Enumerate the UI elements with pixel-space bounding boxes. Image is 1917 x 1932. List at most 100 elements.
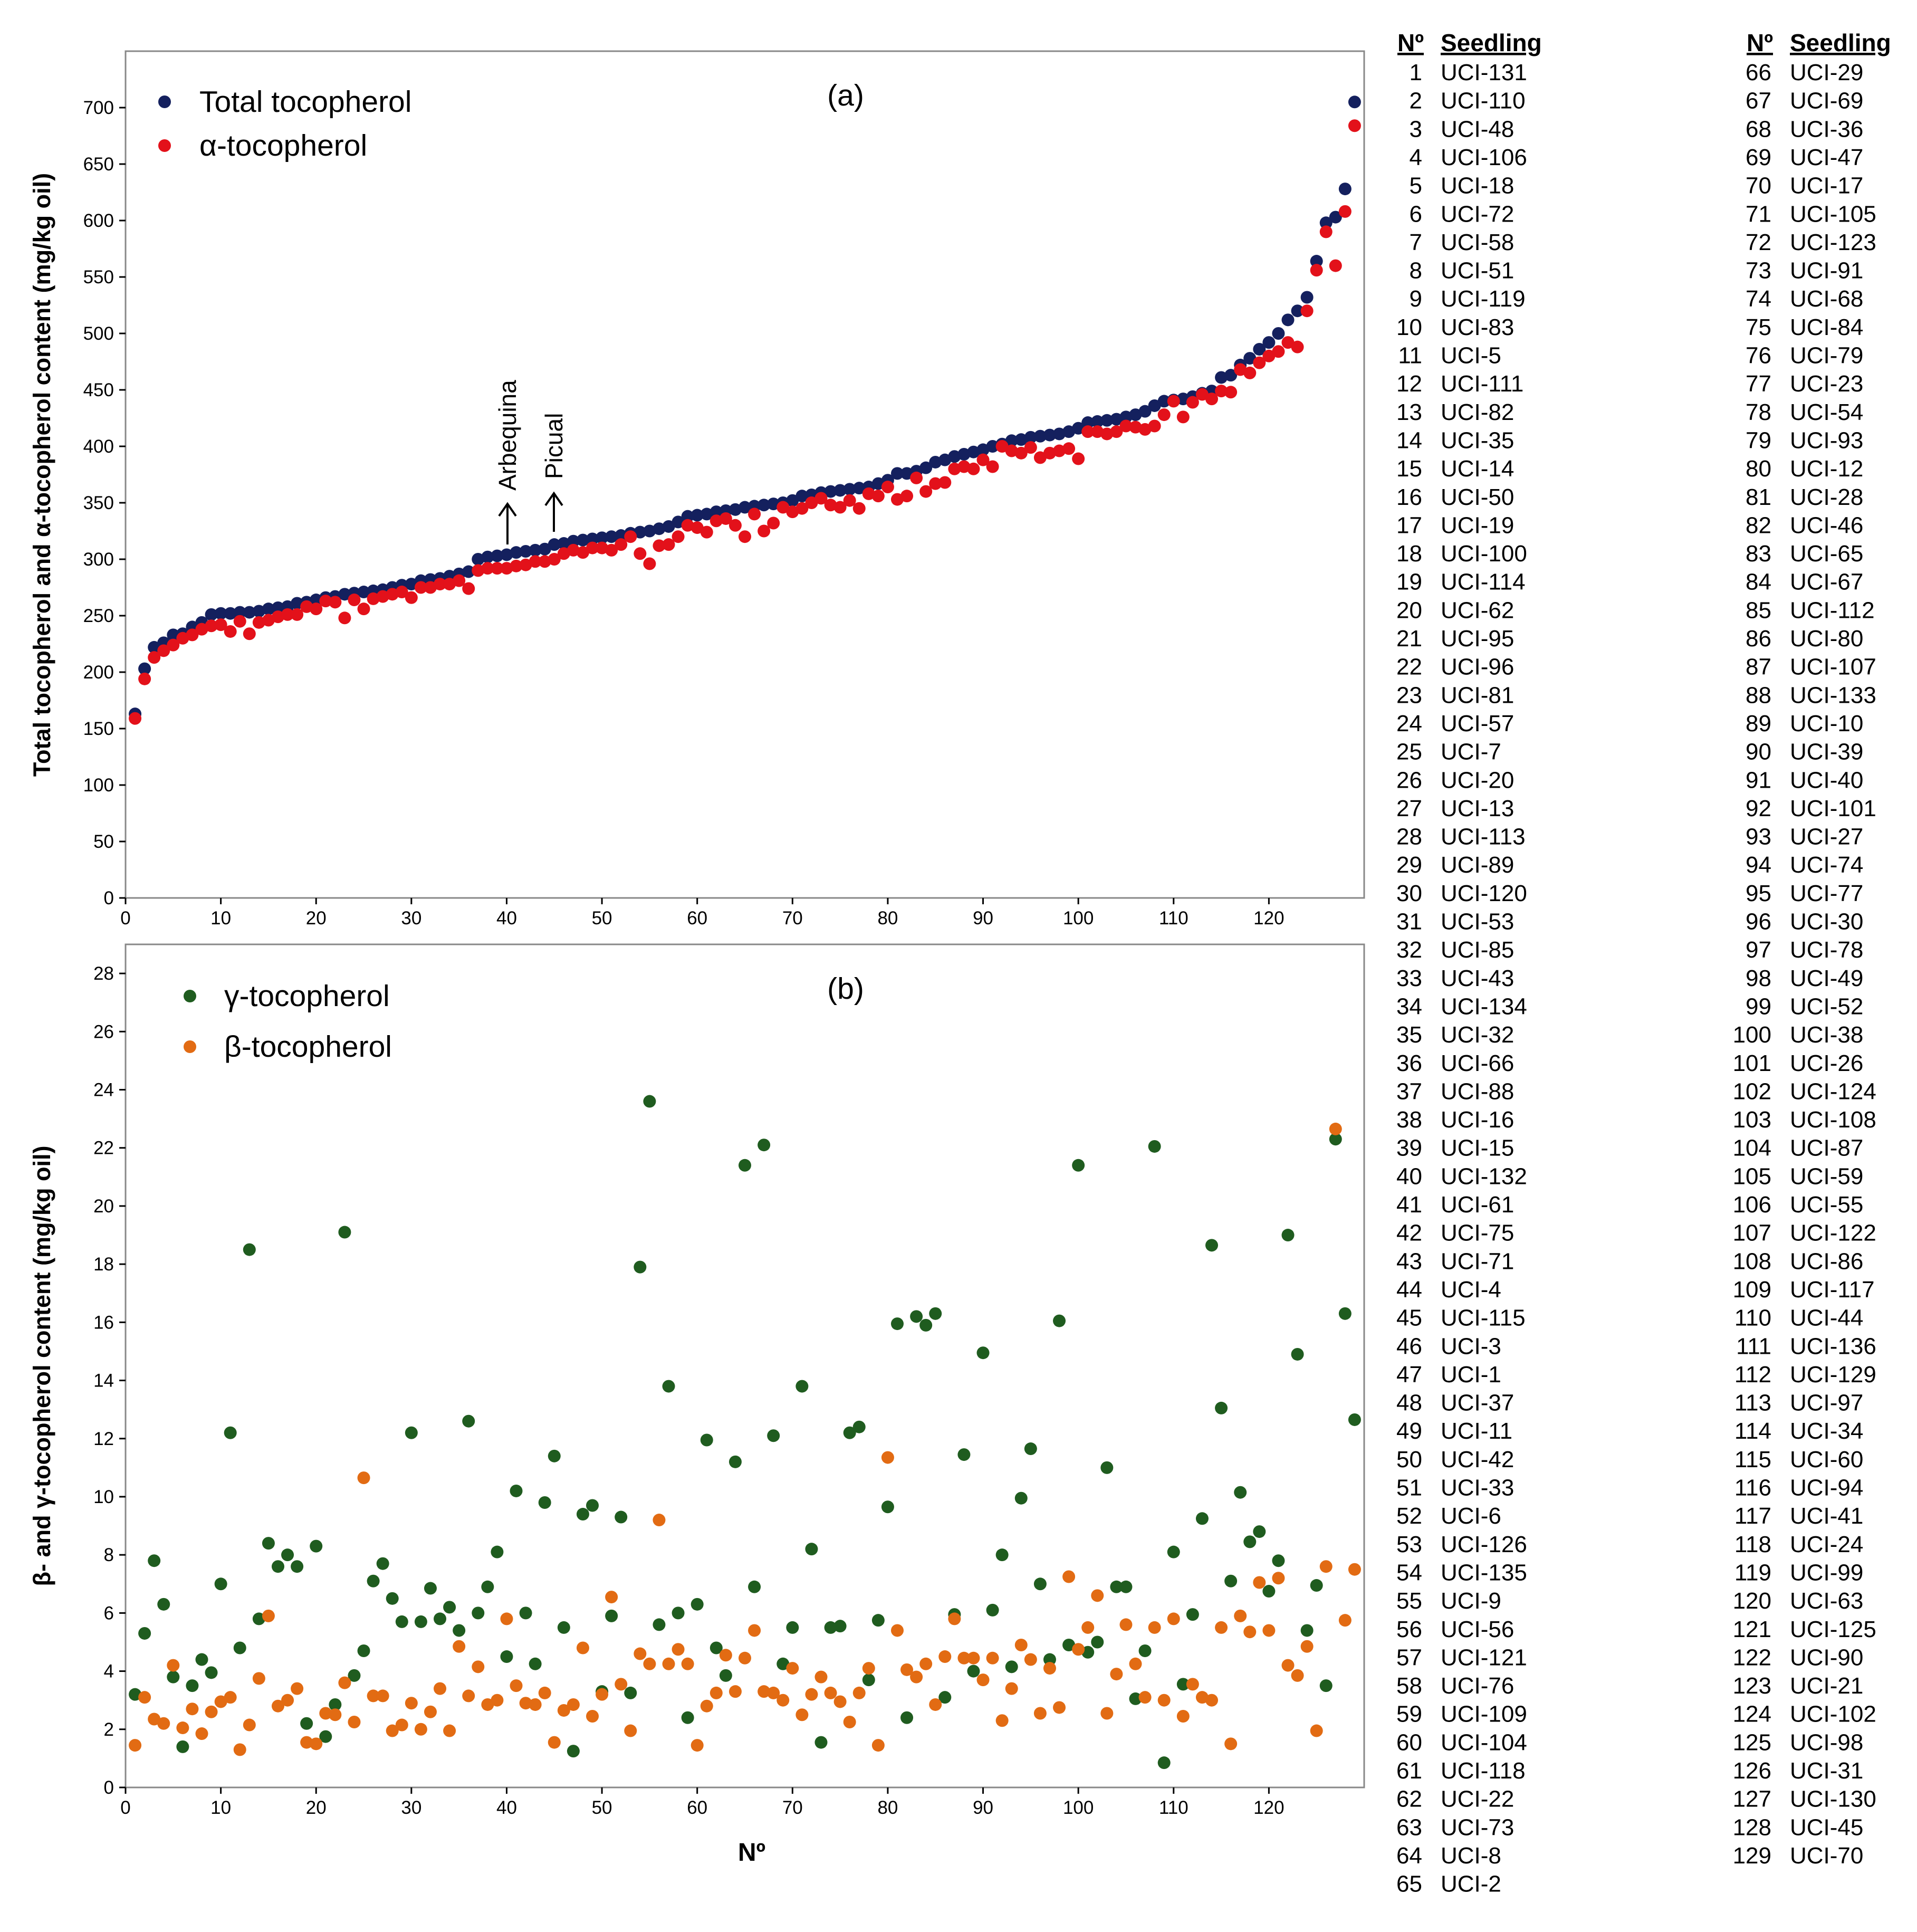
table-row-number: 118 <box>1734 1532 1771 1557</box>
point-tocopherol <box>310 1737 323 1751</box>
point-tocopherol <box>472 1660 485 1673</box>
point-tocopherol <box>243 1243 256 1256</box>
table-row-number: 74 <box>1746 286 1771 312</box>
point-tocopherol <box>329 596 342 609</box>
panel-b-label: (b) <box>827 972 864 1006</box>
point-tocopherol <box>900 490 914 503</box>
table-row-number: 111 <box>1736 1333 1771 1359</box>
point-total-tocopherol <box>1014 433 1028 446</box>
point-tocopherol <box>890 1624 904 1637</box>
x-tick-label: 60 <box>687 1797 707 1818</box>
table-row-seedling: UCI-79 <box>1790 343 1863 369</box>
point-tocopherol <box>1043 1662 1056 1675</box>
point-tocopherol <box>662 1657 675 1670</box>
y-tick-label: 50 <box>93 831 114 852</box>
point-tocopherol <box>1234 1609 1247 1622</box>
point-total-tocopherol <box>1348 95 1361 109</box>
table-row-seedling: UCI-118 <box>1441 1758 1526 1784</box>
point-tocopherol <box>1148 419 1161 433</box>
point-total-tocopherol <box>138 662 151 675</box>
y-tick-label: 100 <box>83 775 114 796</box>
point-tocopherol <box>681 1711 694 1724</box>
point-tocopherol <box>938 1650 952 1663</box>
point-tocopherol <box>653 1514 666 1527</box>
point-tocopherol <box>681 519 694 532</box>
table-row-number: 23 <box>1396 682 1422 708</box>
point-total-tocopherol <box>596 531 609 544</box>
table-row-number: 17 <box>1396 512 1422 538</box>
point-tocopherol <box>443 1724 456 1737</box>
point-total-tocopherol <box>586 532 599 546</box>
table-row-number: 40 <box>1396 1163 1422 1189</box>
point-total-tocopherol <box>672 515 685 529</box>
point-tocopherol <box>1205 393 1219 406</box>
point-tocopherol <box>348 594 361 607</box>
point-tocopherol <box>986 1603 999 1617</box>
point-total-tocopherol <box>1262 336 1276 349</box>
point-tocopherol <box>1024 1653 1037 1666</box>
point-tocopherol <box>871 490 885 503</box>
point-tocopherol <box>1224 1574 1238 1587</box>
point-total-tocopherol <box>224 607 237 620</box>
point-tocopherol <box>672 530 685 543</box>
table-row-number: 2 <box>1410 88 1422 114</box>
table-row-seedling: UCI-28 <box>1790 484 1863 510</box>
point-tocopherol <box>405 1697 418 1710</box>
y-tick-label: 200 <box>83 662 114 683</box>
y-tick-label: 600 <box>83 211 114 231</box>
point-tocopherol <box>805 1688 818 1701</box>
table-row-number: 60 <box>1396 1729 1422 1755</box>
table-row-number: 65 <box>1396 1871 1422 1897</box>
point-tocopherol <box>948 462 961 475</box>
table-row-seedling: UCI-82 <box>1441 399 1514 425</box>
point-tocopherol <box>1091 1589 1104 1602</box>
point-tocopherol <box>1224 386 1238 399</box>
panel-a-total-alpha-tocopherol: 0501001502002503003504004505005506006507… <box>28 50 1365 929</box>
point-tocopherol <box>386 588 399 601</box>
table-row-seedling: UCI-6 <box>1441 1503 1501 1529</box>
point-tocopherol <box>890 1317 904 1331</box>
table-row-seedling: UCI-32 <box>1441 1022 1514 1048</box>
table-row-number: 68 <box>1746 116 1771 142</box>
table-row-seedling: UCI-44 <box>1790 1305 1863 1331</box>
picual-label: Picual <box>540 413 568 479</box>
table-row-seedling: UCI-95 <box>1441 626 1514 652</box>
table-row-number: 27 <box>1396 796 1422 821</box>
point-tocopherol <box>890 493 904 506</box>
point-tocopherol <box>376 1557 389 1570</box>
table-row-number: 35 <box>1396 1022 1422 1048</box>
table-row-seedling: UCI-120 <box>1441 881 1527 906</box>
point-total-tocopherol <box>795 490 809 503</box>
point-tocopherol <box>557 1621 570 1634</box>
point-tocopherol <box>1148 1140 1161 1153</box>
table-row-number: 45 <box>1396 1305 1422 1331</box>
x-tick-label: 0 <box>120 908 130 929</box>
table-row-seedling: UCI-58 <box>1441 229 1514 255</box>
point-tocopherol <box>1319 225 1333 238</box>
legend-alpha-tocopherol-marker <box>158 139 171 152</box>
table-row-number: 28 <box>1396 824 1422 850</box>
point-tocopherol <box>767 1686 780 1699</box>
table-row-seedling: UCI-45 <box>1790 1814 1863 1840</box>
point-tocopherol <box>557 1704 570 1717</box>
point-tocopherol <box>510 1679 523 1692</box>
point-tocopherol <box>1081 1621 1095 1634</box>
table-row-number: 64 <box>1396 1843 1422 1869</box>
point-tocopherol <box>367 1689 380 1703</box>
point-tocopherol <box>453 1624 466 1637</box>
point-total-tocopherol <box>1253 342 1266 356</box>
point-tocopherol <box>1157 1694 1171 1707</box>
point-tocopherol <box>710 1641 723 1654</box>
point-tocopherol <box>395 1718 408 1732</box>
point-tocopherol <box>1186 1678 1199 1691</box>
table-row-seedling: UCI-91 <box>1790 258 1863 284</box>
point-tocopherol <box>453 574 466 587</box>
point-tocopherol <box>586 1499 599 1512</box>
table-row-number: 121 <box>1733 1617 1771 1642</box>
point-total-tocopherol <box>1329 211 1342 224</box>
table-row-number: 22 <box>1396 654 1422 680</box>
legend-total-tocopherol-marker <box>158 95 171 108</box>
table-row-seedling: UCI-78 <box>1790 937 1863 963</box>
point-tocopherol <box>414 1615 427 1628</box>
table-row-number: 51 <box>1396 1475 1422 1501</box>
